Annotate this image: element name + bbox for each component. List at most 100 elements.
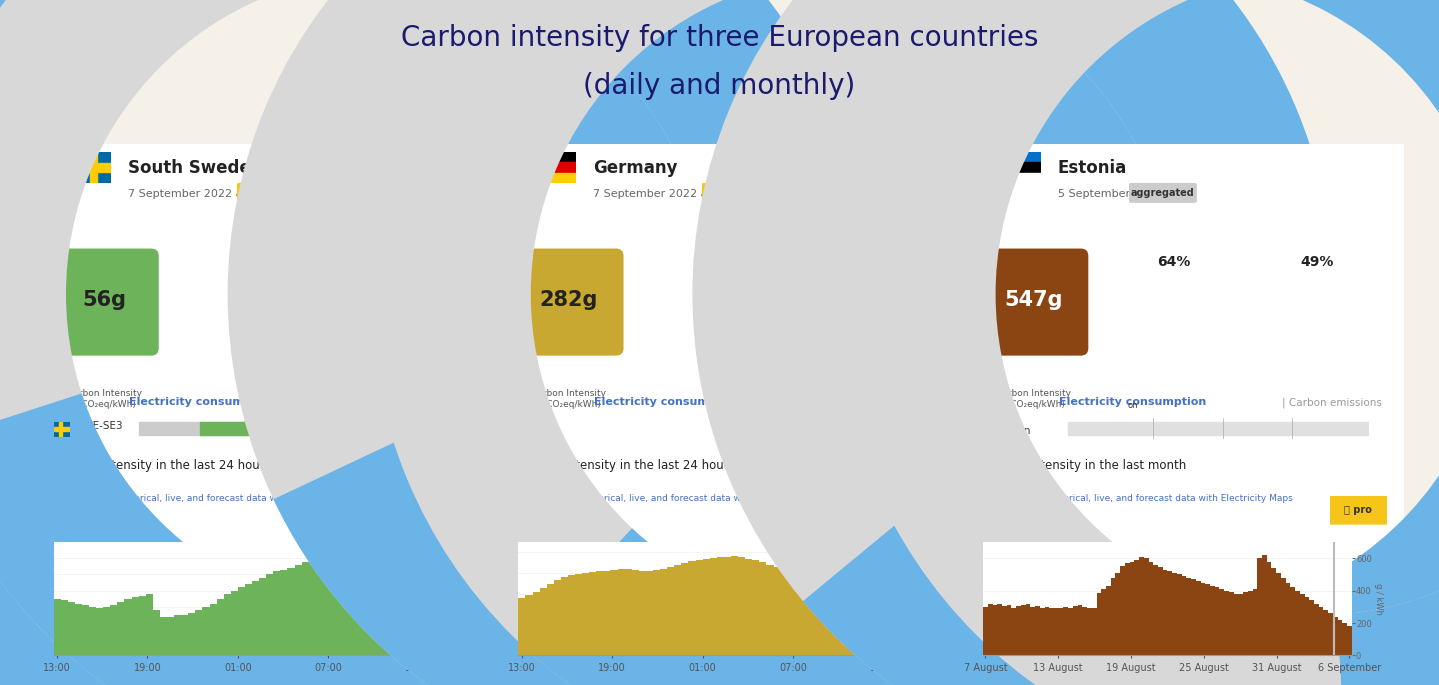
Bar bbox=[731, 556, 738, 656]
Text: ←: ← bbox=[47, 160, 60, 175]
Bar bbox=[89, 607, 96, 656]
Bar bbox=[237, 588, 245, 656]
Bar bbox=[230, 590, 237, 656]
Bar bbox=[96, 608, 104, 656]
Bar bbox=[1035, 606, 1040, 656]
FancyBboxPatch shape bbox=[49, 249, 158, 356]
Text: 99%: 99% bbox=[227, 255, 260, 269]
Bar bbox=[1134, 560, 1140, 656]
Bar bbox=[852, 595, 859, 656]
Bar bbox=[223, 594, 230, 656]
Bar bbox=[709, 558, 717, 656]
Text: API: API bbox=[66, 514, 81, 523]
Text: 🔒 pro: 🔒 pro bbox=[879, 505, 908, 515]
Bar bbox=[1101, 589, 1107, 656]
Bar bbox=[138, 595, 145, 656]
Bar bbox=[830, 587, 837, 656]
Bar bbox=[1177, 575, 1181, 656]
Bar bbox=[1291, 588, 1295, 656]
Bar bbox=[1111, 577, 1115, 656]
Text: Germany: Germany bbox=[593, 159, 678, 177]
FancyBboxPatch shape bbox=[863, 496, 924, 525]
Text: 68%: 68% bbox=[692, 255, 725, 269]
Bar bbox=[603, 571, 610, 656]
Bar bbox=[75, 603, 82, 656]
Wedge shape bbox=[692, 0, 1439, 685]
Bar bbox=[866, 601, 873, 656]
Bar bbox=[145, 594, 153, 656]
Bar bbox=[1186, 577, 1191, 656]
Bar bbox=[544, 173, 576, 184]
Bar bbox=[394, 553, 401, 656]
Text: 7 September 2022 at 13:00: 7 September 2022 at 13:00 bbox=[593, 189, 747, 199]
Y-axis label: g / kWh: g / kWh bbox=[439, 583, 448, 614]
Bar bbox=[668, 567, 675, 656]
Text: 64%: 64% bbox=[1157, 255, 1190, 269]
Bar bbox=[91, 152, 96, 184]
Bar bbox=[1086, 608, 1092, 656]
Bar bbox=[639, 571, 646, 656]
Bar bbox=[1045, 607, 1049, 656]
Text: | Carbon emissions: | Carbon emissions bbox=[817, 397, 917, 408]
Wedge shape bbox=[0, 0, 727, 685]
Bar bbox=[561, 577, 568, 656]
Text: 547g: 547g bbox=[1004, 290, 1063, 310]
Bar bbox=[873, 605, 879, 656]
Bar bbox=[1324, 610, 1328, 656]
Text: ⬇: ⬇ bbox=[514, 499, 522, 508]
Bar bbox=[82, 606, 89, 656]
Bar bbox=[1248, 590, 1252, 656]
Bar bbox=[1053, 608, 1059, 656]
Bar bbox=[81, 163, 111, 173]
FancyBboxPatch shape bbox=[237, 183, 305, 203]
Bar bbox=[273, 571, 281, 656]
Bar bbox=[1007, 606, 1012, 656]
Text: 49%: 49% bbox=[1299, 255, 1334, 269]
Bar bbox=[1219, 589, 1225, 656]
Bar bbox=[1163, 570, 1167, 656]
Text: SE-SE3: SE-SE3 bbox=[86, 421, 124, 431]
Bar bbox=[576, 574, 583, 656]
Bar bbox=[1125, 563, 1130, 656]
Wedge shape bbox=[522, 0, 1334, 685]
Bar bbox=[1068, 608, 1073, 656]
Bar bbox=[252, 581, 259, 656]
Bar bbox=[702, 559, 709, 656]
Bar bbox=[632, 570, 639, 656]
Bar bbox=[540, 588, 547, 656]
Bar bbox=[738, 558, 745, 656]
Text: Estonia: Estonia bbox=[1058, 159, 1127, 177]
Bar bbox=[780, 569, 787, 656]
Bar bbox=[53, 599, 60, 656]
Wedge shape bbox=[835, 0, 1439, 685]
Wedge shape bbox=[0, 0, 869, 685]
Bar bbox=[1010, 152, 1040, 162]
Bar bbox=[281, 570, 288, 656]
Text: Carbon Intensity
(gCO₂eq/kWh): Carbon Intensity (gCO₂eq/kWh) bbox=[531, 389, 606, 408]
Bar bbox=[568, 575, 576, 656]
Bar bbox=[1191, 580, 1196, 656]
Bar bbox=[1073, 606, 1078, 656]
Bar bbox=[544, 152, 576, 162]
Bar bbox=[767, 564, 774, 656]
Bar bbox=[59, 422, 62, 436]
Bar bbox=[322, 558, 330, 656]
Text: 🔒 pro: 🔒 pro bbox=[1344, 505, 1373, 515]
Bar bbox=[387, 555, 394, 656]
Bar bbox=[366, 564, 373, 656]
Bar bbox=[1107, 586, 1111, 656]
Bar bbox=[68, 602, 75, 656]
Bar bbox=[1276, 573, 1281, 656]
Bar bbox=[200, 423, 296, 435]
Bar bbox=[544, 162, 576, 173]
Text: 5 September 2022: 5 September 2022 bbox=[1058, 189, 1161, 199]
Bar bbox=[589, 572, 596, 656]
Bar bbox=[1120, 566, 1125, 656]
Bar bbox=[1343, 623, 1347, 656]
Bar bbox=[1092, 608, 1097, 656]
Bar bbox=[1196, 581, 1200, 656]
Bar bbox=[1314, 603, 1318, 656]
Bar bbox=[1097, 593, 1101, 656]
Bar bbox=[60, 600, 68, 656]
Bar bbox=[1115, 573, 1120, 656]
